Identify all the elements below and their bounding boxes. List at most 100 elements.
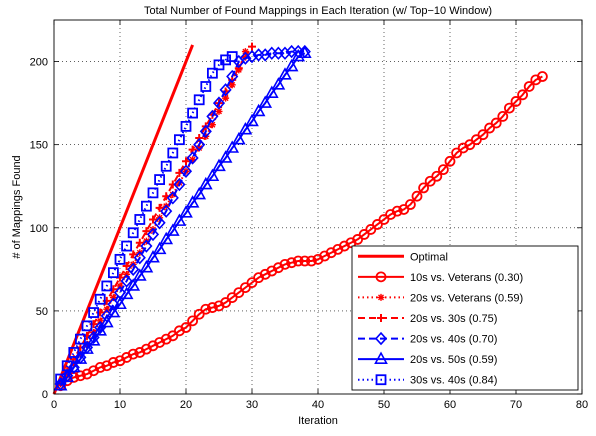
star-marker [195,144,203,152]
x-tick-label: 50 [378,399,390,411]
circle-marker [292,255,304,267]
circle-marker [391,205,403,217]
triangle-marker [205,168,220,182]
circle-marker [517,89,528,101]
circle-marker [437,164,449,176]
x-tick-label: 80 [576,399,588,411]
diamond-marker [146,227,160,242]
square-marker [101,280,113,292]
circle-marker [470,134,482,146]
diamond-marker [67,360,80,375]
diamond-marker [239,51,252,65]
square-marker [160,160,172,172]
triangle-marker [212,158,226,172]
square-marker [140,200,152,212]
triangle-marker [185,195,200,208]
plus-marker [142,227,151,236]
diamond-marker [226,69,239,84]
diamond-marker [166,191,179,205]
square-marker [61,360,73,372]
chart-title: Total Number of Found Mappings in Each I… [144,5,492,17]
plus-marker [248,42,256,51]
square-marker [88,307,99,318]
square-marker [187,107,199,119]
circle-marker [286,257,298,269]
circle-marker [206,302,218,313]
x-tick-label: 0 [51,399,57,411]
circle-marker [94,362,106,373]
diamond-marker [278,46,292,60]
square-marker [200,81,212,92]
square-marker [121,240,132,252]
star-marker [70,360,78,368]
y-axis-label: # of Mappings Found [11,155,23,258]
diamond-marker [193,137,206,152]
star-marker [215,107,223,115]
triangle-marker [297,45,312,59]
legend-label: 10s vs. Veterans (0.30) [410,272,523,284]
circle-marker [305,255,317,267]
x-tick-label: 70 [510,399,522,411]
triangle-marker [159,231,174,245]
circle-marker [398,204,410,215]
circle-marker [490,117,502,129]
diamond-marker [206,109,219,124]
circle-marker [418,182,430,194]
triangle-marker [231,132,246,145]
triangle-marker [73,351,88,364]
plus-marker [377,314,385,322]
triangle-marker [264,85,279,98]
square-marker [206,67,218,79]
circle-marker [503,102,515,114]
triangle-marker [53,378,68,391]
triangle-marker [106,304,121,318]
circle-marker [226,292,238,303]
diamond-marker [173,177,186,192]
triangle-marker [172,213,187,226]
circle-marker [233,287,245,299]
plus-marker [155,203,164,212]
circle-marker [510,96,522,107]
circle-marker [127,348,139,360]
square-marker [226,51,238,62]
legend-entry: 20s vs. 30s (0.75) [358,313,497,325]
circle-marker [220,297,232,308]
square-marker [147,187,159,199]
circle-marker [299,255,311,267]
circle-marker [239,282,251,294]
circle-marker [375,271,387,283]
star-marker [228,81,236,89]
x-tick-label: 30 [246,399,258,411]
square-marker [180,120,192,132]
triangle-marker [271,77,286,90]
diamond-marker [179,164,193,178]
series-line [59,75,543,387]
diamond-marker [219,83,232,97]
legend-entry: Optimal [358,251,448,263]
axes-frame [53,19,583,395]
x-tick-label: 10 [114,399,126,411]
square-marker [55,373,66,385]
diamond-marker [374,331,388,346]
circle-marker [537,71,548,82]
y-tick-label: 200 [30,57,48,69]
triangle-marker [93,323,108,336]
triangle-marker [278,67,292,80]
star-marker [169,191,177,199]
triangle-marker [238,122,253,135]
y-tick-label: 50 [36,306,48,318]
x-tick-label: 40 [312,399,324,411]
square-marker [173,134,185,146]
square-marker [134,214,146,225]
series-5 [53,45,312,391]
triangle-marker [225,140,240,153]
square-marker [167,147,179,159]
triangle-marker [152,241,167,255]
square-marker [127,227,139,239]
diamond-marker [245,49,259,64]
y-tick-label: 0 [42,389,48,401]
diamond-marker [160,204,173,218]
square-marker [193,94,205,106]
triangle-marker [374,351,388,364]
triangle-marker [146,250,160,263]
